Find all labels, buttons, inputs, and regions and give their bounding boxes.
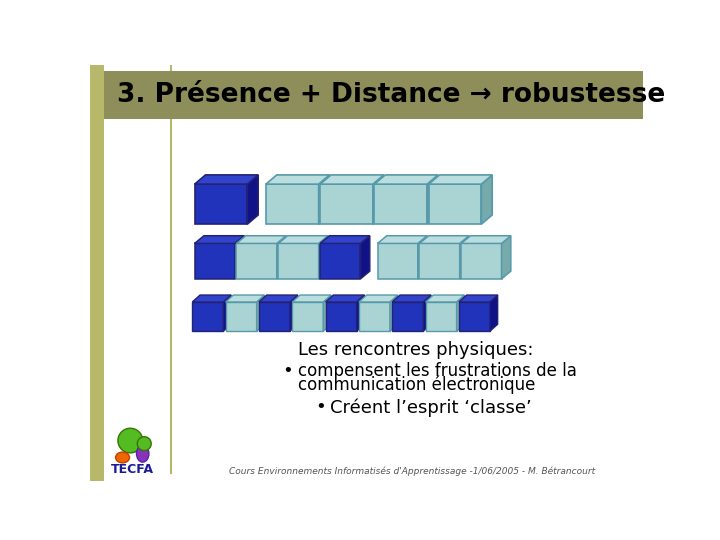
Polygon shape xyxy=(426,295,464,302)
Polygon shape xyxy=(392,295,431,302)
Polygon shape xyxy=(428,184,482,224)
Text: TECFA: TECFA xyxy=(111,463,154,476)
Polygon shape xyxy=(194,244,235,279)
Text: •: • xyxy=(282,362,293,380)
Text: Créent l’esprit ‘classe’: Créent l’esprit ‘classe’ xyxy=(330,398,532,417)
Polygon shape xyxy=(462,236,510,244)
Polygon shape xyxy=(459,302,490,331)
Polygon shape xyxy=(390,295,397,331)
Circle shape xyxy=(118,428,143,453)
Polygon shape xyxy=(320,175,384,184)
Polygon shape xyxy=(194,175,258,184)
Polygon shape xyxy=(374,184,427,224)
Polygon shape xyxy=(490,295,498,331)
Text: communication électronique: communication électronique xyxy=(297,375,535,394)
Polygon shape xyxy=(235,236,244,279)
Polygon shape xyxy=(292,302,323,331)
Text: compensent les frustrations de la: compensent les frustrations de la xyxy=(297,362,577,380)
Text: Les rencontres physiques:: Les rencontres physiques: xyxy=(298,341,534,359)
Text: 3. Présence + Distance → robustesse: 3. Présence + Distance → robustesse xyxy=(117,82,665,108)
Polygon shape xyxy=(325,295,364,302)
Polygon shape xyxy=(377,236,427,244)
Polygon shape xyxy=(276,236,286,279)
Bar xyxy=(90,65,104,481)
Polygon shape xyxy=(377,244,418,279)
Polygon shape xyxy=(225,295,264,302)
Polygon shape xyxy=(320,236,370,244)
Ellipse shape xyxy=(116,452,130,463)
Polygon shape xyxy=(418,236,427,279)
Bar xyxy=(104,71,642,119)
Polygon shape xyxy=(359,295,397,302)
Polygon shape xyxy=(482,175,492,224)
Polygon shape xyxy=(192,302,223,331)
Polygon shape xyxy=(290,295,297,331)
Polygon shape xyxy=(236,236,286,244)
Polygon shape xyxy=(279,244,319,279)
Polygon shape xyxy=(192,295,231,302)
Polygon shape xyxy=(319,175,330,224)
Polygon shape xyxy=(223,295,231,331)
Polygon shape xyxy=(419,244,459,279)
Polygon shape xyxy=(419,236,469,244)
Polygon shape xyxy=(462,244,502,279)
Polygon shape xyxy=(279,236,328,244)
Polygon shape xyxy=(259,302,290,331)
Polygon shape xyxy=(236,244,276,279)
Polygon shape xyxy=(426,302,456,331)
Polygon shape xyxy=(323,295,331,331)
Polygon shape xyxy=(320,244,361,279)
Polygon shape xyxy=(392,302,423,331)
Polygon shape xyxy=(459,295,498,302)
Polygon shape xyxy=(266,175,330,184)
Polygon shape xyxy=(266,184,319,224)
Polygon shape xyxy=(502,236,510,279)
Polygon shape xyxy=(456,295,464,331)
Text: •: • xyxy=(315,399,325,416)
Polygon shape xyxy=(194,184,248,224)
Circle shape xyxy=(138,437,151,450)
Ellipse shape xyxy=(137,445,149,462)
Polygon shape xyxy=(259,295,297,302)
Polygon shape xyxy=(359,302,390,331)
Polygon shape xyxy=(428,175,492,184)
Polygon shape xyxy=(225,302,256,331)
Polygon shape xyxy=(319,236,328,279)
Polygon shape xyxy=(361,236,370,279)
Polygon shape xyxy=(459,236,469,279)
Polygon shape xyxy=(256,295,264,331)
Polygon shape xyxy=(248,175,258,224)
Polygon shape xyxy=(356,295,364,331)
Polygon shape xyxy=(373,175,384,224)
Polygon shape xyxy=(423,295,431,331)
Text: Cours Environnements Informatisés d'Apprentissage -1/06/2005 - M. Bétrancourt: Cours Environnements Informatisés d'Appr… xyxy=(228,467,595,476)
Polygon shape xyxy=(194,236,244,244)
Polygon shape xyxy=(292,295,331,302)
Polygon shape xyxy=(320,184,373,224)
Polygon shape xyxy=(374,175,438,184)
Polygon shape xyxy=(427,175,438,224)
Polygon shape xyxy=(325,302,356,331)
